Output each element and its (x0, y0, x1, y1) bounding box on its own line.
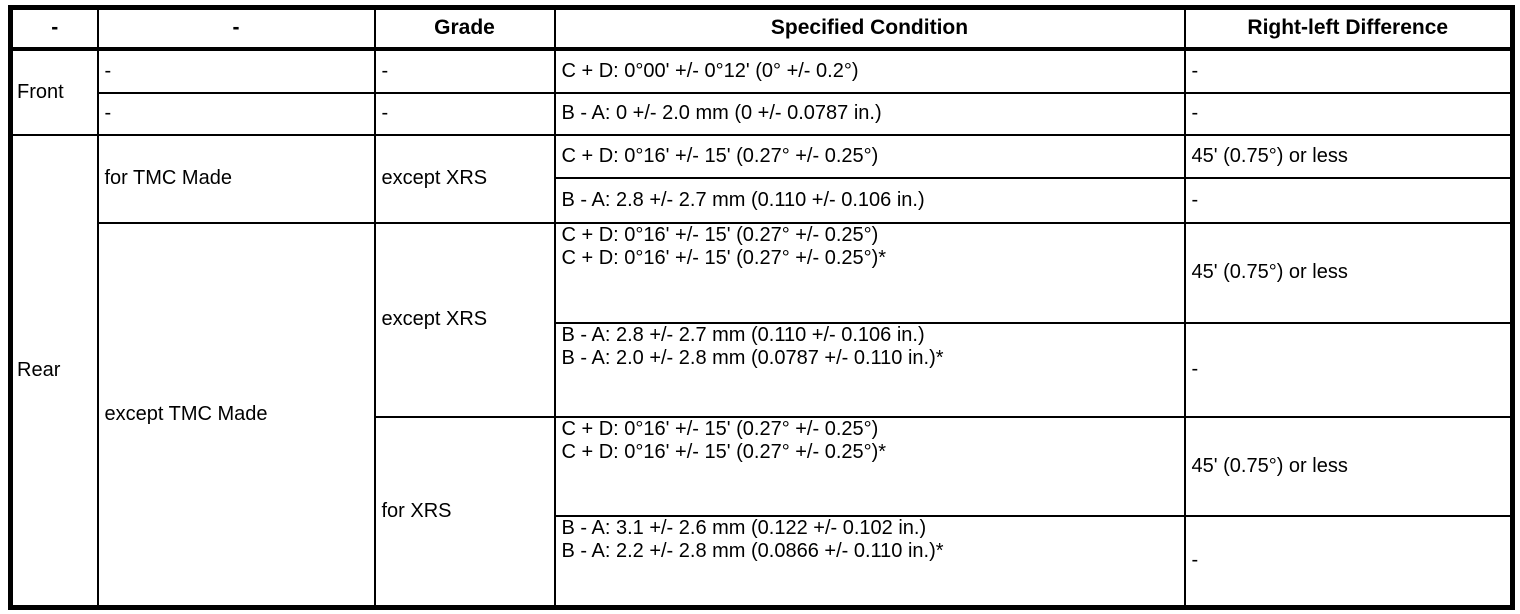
maker-cell: for TMC Made (96, 133, 376, 224)
grade-cell: - (373, 47, 556, 94)
table-row: B - A: 3.1 +/- 2.6 mm (0.122 +/- 0.102 i… (11, 514, 1514, 609)
table-row: for XRS C + D: 0°16' +/- 15' (0.27° +/- … (11, 415, 1514, 609)
rear-area-cell: Rear (9, 133, 99, 609)
grade-cell: except XRS (373, 133, 556, 224)
condition-line: C + D: 0°16' +/- 15' (0.27° +/- 0.25°)* (561, 246, 887, 269)
condition-cell: C + D: 0°00' +/- 0°12' (0° +/- 0.2°) (553, 47, 1186, 94)
front-area-cell: Front (9, 47, 99, 136)
header-specified-condition: Specified Condition (553, 6, 1186, 51)
table-row: B - A: 2.8 +/- 2.7 mm (0.110 +/- 0.106 i… (11, 321, 1514, 418)
condition-cell: C + D: 0°16' +/- 15' (0.27° +/- 0.25°) C… (553, 415, 1186, 517)
difference-cell: - (1183, 47, 1514, 94)
grade-cell: except XRS (373, 221, 556, 418)
maker-cell: - (96, 47, 376, 94)
grade-cell: - (373, 91, 556, 136)
condition-cell: B - A: 2.8 +/- 2.7 mm (0.110 +/- 0.106 i… (553, 321, 1186, 418)
condition-line: B - A: 2.2 +/- 2.8 mm (0.0866 +/- 0.110 … (561, 539, 944, 562)
table-row: Front - - C + D: 0°00' +/- 0°12' (0° +/-… (9, 47, 1514, 136)
difference-cell: 45' (0.75°) or less (1183, 133, 1514, 179)
condition-cell: B - A: 0 +/- 2.0 mm (0 +/- 0.0787 in.) (553, 91, 1186, 136)
table-row: Rear for TMC Made except XRS C + D: 0°16… (9, 133, 1514, 609)
condition-line: B - A: 2.0 +/- 2.8 mm (0.0787 +/- 0.110 … (561, 346, 944, 369)
table-row: B - A: 2.8 +/- 2.7 mm (0.110 +/- 0.106 i… (11, 176, 1514, 224)
difference-cell: - (1183, 321, 1514, 418)
condition-cell: B - A: 2.8 +/- 2.7 mm (0.110 +/- 0.106 i… (553, 176, 1186, 224)
header-right-left-difference: Right-left Difference (1183, 6, 1514, 51)
condition-line: C + D: 0°16' +/- 15' (0.27° +/- 0.25°) (561, 417, 879, 440)
condition-line: B - A: 3.1 +/- 2.6 mm (0.122 +/- 0.102 i… (561, 516, 927, 539)
table-row: except TMC Made except XRS C + D: 0°16' … (11, 221, 1514, 609)
difference-cell: 45' (0.75°) or less (1183, 415, 1514, 517)
header-row: - - Grade Specified Condition Right-left… (9, 6, 1514, 51)
difference-cell: - (1183, 514, 1514, 609)
table-row: - - B - A: 0 +/- 2.0 mm (0 +/- 0.0787 in… (11, 91, 1514, 136)
condition-line: C + D: 0°16' +/- 15' (0.27° +/- 0.25°) (561, 223, 879, 246)
difference-cell: - (1183, 176, 1514, 224)
condition-cell: B - A: 3.1 +/- 2.6 mm (0.122 +/- 0.102 i… (553, 514, 1186, 609)
difference-cell: 45' (0.75°) or less (1183, 221, 1514, 324)
header-grade: Grade (373, 6, 556, 51)
condition-line: B - A: 2.8 +/- 2.7 mm (0.110 +/- 0.106 i… (561, 323, 925, 346)
condition-line: C + D: 0°16' +/- 15' (0.27° +/- 0.25°)* (561, 440, 887, 463)
maker-cell: except TMC Made (96, 221, 376, 609)
difference-cell: - (1183, 91, 1514, 136)
alignment-spec-table: - - Grade Specified Condition Right-left… (8, 5, 1515, 610)
grade-cell: for XRS (373, 415, 556, 609)
header-maker: - (96, 6, 376, 51)
condition-cell: C + D: 0°16' +/- 15' (0.27° +/- 0.25°) C… (553, 221, 1186, 324)
maker-cell: - (96, 91, 376, 136)
header-area: - (9, 6, 99, 51)
condition-cell: C + D: 0°16' +/- 15' (0.27° +/- 0.25°) (553, 133, 1186, 179)
